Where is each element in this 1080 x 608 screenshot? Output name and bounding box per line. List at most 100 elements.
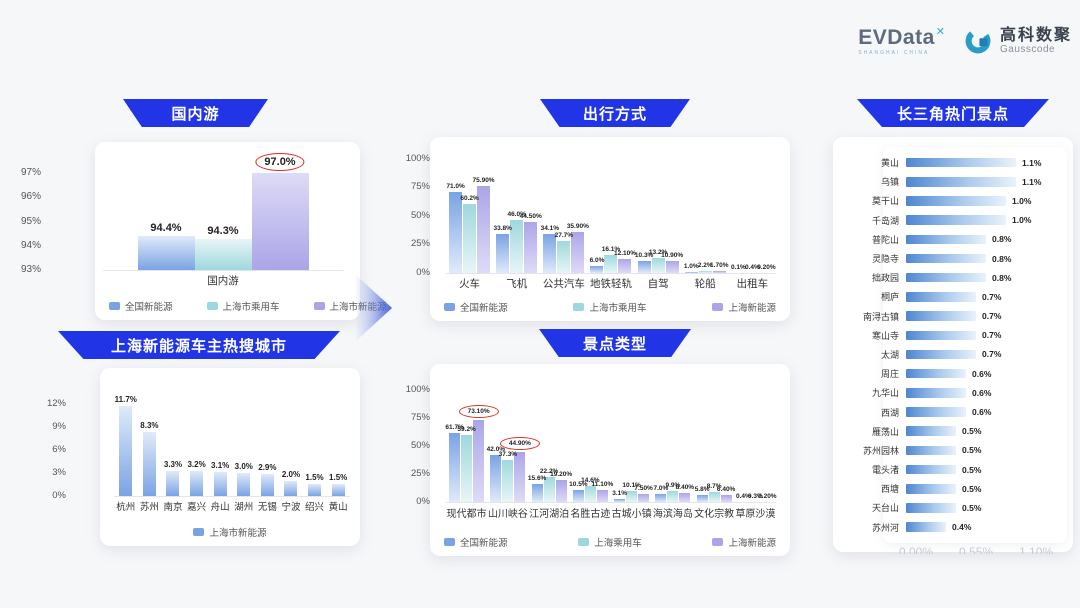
bar-slot: 10.5% [569, 384, 588, 502]
bar [119, 406, 133, 496]
bar [720, 494, 732, 502]
domestic-travel-chart: 93% 94% 95% 96% 97% 94.4% 94.3% 97.0% 国内游 全国新能源 上海… [21, 142, 387, 320]
bar-value-label: 61.7% [445, 423, 464, 431]
bar-group: 10.5% 14.6% 11.10% [569, 384, 614, 502]
category-label: 黄山 [328, 502, 348, 513]
category-label: 杭州 [116, 502, 136, 513]
legend-swatch [573, 303, 585, 311]
bar [626, 490, 638, 502]
bar-value-label: 6.40% [716, 485, 736, 493]
flow-arrow-icon [356, 275, 392, 341]
legend-swatch [206, 302, 218, 310]
hbar-label: 苏州河 [871, 522, 899, 533]
category-label: 现代都市 [446, 509, 487, 520]
hbar-label: 西塘 [880, 484, 899, 495]
bar-slot: 1.70% [710, 153, 728, 273]
category-label: 飞机 [506, 278, 528, 290]
hbar-label: 太湖 [880, 349, 899, 360]
legend-item: 上海乘用车 [578, 535, 642, 549]
hbar-row: 寒山寺 0.7% [837, 326, 1067, 345]
bar-group: 33.8% 46.0% 44.50% [493, 153, 542, 273]
bar-value-label: 19.20% [550, 471, 573, 479]
bar-value-label: 10.5% [569, 481, 588, 489]
hbar-label: 寒山寺 [871, 330, 899, 341]
bar-slot: 44.90% [499, 384, 540, 502]
bar-groups: 61.7% 59.2% 73.10% 42.0% 37.3% 44.90% 15.6% 22.… [445, 384, 777, 502]
hbar [906, 484, 956, 494]
bar [514, 451, 526, 502]
bar [557, 241, 571, 273]
hbar-label: 千岛湖 [871, 215, 899, 226]
evdata-logo: EVData ✕ SHANGHAI CHINA [858, 26, 945, 56]
category-label: 苏州 [139, 502, 159, 513]
hbar-value: 1.0% [1012, 195, 1032, 206]
bar [331, 484, 345, 496]
bar-slot: 10.90% [661, 153, 683, 273]
category-label: 国内游 [207, 275, 239, 287]
bar-slot: 42.0% [487, 384, 505, 502]
bar-slot: 15.6% [528, 384, 546, 502]
bar-slot: 13.2% [649, 153, 667, 273]
bar-slot: 75.90% [473, 153, 495, 273]
x-axis-hint-label: 0.00% [899, 545, 934, 554]
bar [213, 472, 227, 496]
legend-item: 上海新能源 [712, 300, 776, 314]
bar-value-label: 3.1% [612, 489, 628, 497]
bar-slot: 73.10% [458, 384, 499, 502]
bar-group: 34.1% 27.7% 35.90% [540, 153, 589, 273]
plot-area: 0% 25% 50% 75% 100% 61.7% 59.2% 73.10% 42.0% 37.3… [406, 384, 777, 507]
category-label: 无锡 [257, 502, 277, 513]
legend-item: 全国新能源 [109, 299, 173, 313]
category-label: 嘉兴 [187, 502, 207, 513]
bar [651, 257, 665, 273]
category-label: 草原沙漠 [735, 509, 776, 520]
bar-value-label: 11.10% [591, 480, 614, 488]
hbar [906, 157, 1016, 168]
bar [667, 490, 679, 502]
hotspots-inner-panel [883, 147, 1067, 543]
y-tick-label: 93% [20, 264, 41, 275]
bar [237, 472, 251, 496]
x-axis-hint-label: 0.55% [959, 545, 994, 554]
bar-value-label: 10.90% [661, 251, 684, 259]
bar-slot: 3.1% [612, 384, 628, 502]
bar-slot: 94.4% [137, 160, 195, 270]
hbar [906, 177, 1016, 187]
y-tick-label: 94% [20, 239, 41, 251]
banner-title: 景点类型 [582, 335, 647, 353]
hbar-row: 西塘 0.5% [837, 479, 1067, 498]
legend-label: 上海市乘用车 [222, 302, 280, 313]
bar-value-label: 9.9% [665, 481, 681, 489]
hbar-value: 0.7% [982, 349, 1002, 360]
bar-slot: 3.3% [164, 396, 182, 496]
category-label: 火车 [459, 278, 481, 290]
legend-swatch [712, 538, 724, 546]
bar-slot: 14.6% [581, 384, 600, 502]
hbar-row: 普陀山 0.8% [837, 230, 1067, 249]
bar-slot: 8.3% [140, 396, 159, 496]
bar-group: 7.0% 9.9% 8.40% [652, 384, 694, 502]
bar-value-label: 6.0% [589, 257, 605, 265]
bar-slot: 27.7% [555, 153, 573, 273]
hbar-label: 天台山 [871, 503, 899, 514]
bar-slot: 6.0% [589, 153, 605, 273]
y-tick-label: 3% [52, 466, 66, 478]
bar-value-label: 10.1% [622, 481, 641, 489]
bar-slot: 10.3% [635, 153, 653, 273]
bar-slot: 60.2% [460, 153, 479, 273]
banner-domestic-travel: 国内游 [123, 99, 268, 127]
category-label: 江河湖泊 [529, 509, 570, 520]
bar-slot: 33.8% [493, 153, 512, 273]
bar-value-label: 1.0% [683, 262, 699, 270]
bar-value-label: 0.1% [730, 263, 746, 271]
hbar [906, 445, 956, 456]
hbar-row: 西湖 0.6% [837, 402, 1067, 421]
legend-item: 上海新能源 [712, 535, 776, 549]
hbar [906, 234, 986, 245]
hbar-value: 0.6% [972, 368, 992, 379]
bar [696, 495, 708, 502]
hbar [906, 388, 966, 398]
bar-value-label: 15.6% [527, 475, 547, 483]
y-tick-label: 95% [20, 215, 41, 227]
